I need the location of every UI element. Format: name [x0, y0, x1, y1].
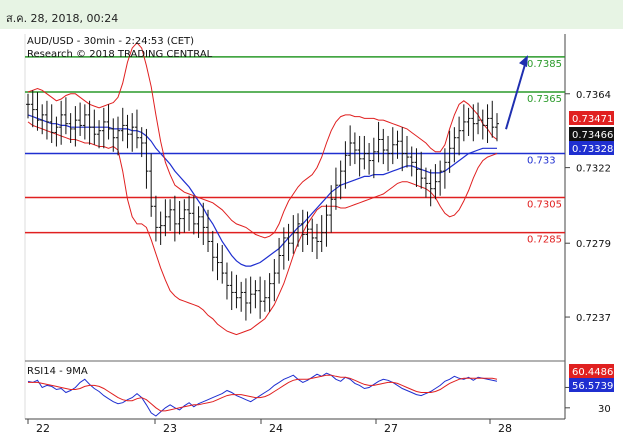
rsi-title: RSI14 - 9MA	[27, 366, 88, 377]
x-tick-label: 22	[36, 422, 50, 435]
rsi-y-tick-label: 30	[598, 404, 611, 415]
level-label: 0.7305	[527, 200, 562, 211]
level-label: 0.7285	[527, 235, 562, 246]
level-label: 0.7365	[527, 94, 562, 105]
x-tick-label: 23	[163, 422, 177, 435]
chart-subtitle: Research © 2018 TRADING CENTRAL	[27, 49, 213, 60]
rsi-line	[27, 372, 498, 417]
chart-title: AUD/USD - 30min - 2:24:53 (CET)	[27, 36, 194, 47]
lower-band-line	[27, 121, 498, 336]
moving-average-line	[27, 114, 497, 267]
x-tick-label: 24	[269, 422, 283, 435]
price-tag-label: 0.73328	[572, 144, 613, 155]
rsi-tag	[569, 378, 614, 392]
y-tick-label: 0.7279	[576, 239, 611, 250]
forecast-arrow-head	[519, 55, 528, 68]
price-tag	[569, 127, 614, 141]
x-tick-label: 27	[384, 422, 398, 435]
rsi-tag-label: 60.4486	[572, 367, 613, 378]
rsi-tag-label: 56.5739	[572, 381, 613, 392]
forecast-arrow-shaft	[505, 60, 527, 130]
datetime-bar: ส.ค. 28, 2018, 00:24	[0, 0, 623, 29]
x-tick-label: 28	[498, 422, 512, 435]
y-tick-label: 0.7237	[576, 313, 611, 324]
price-tag-label: 0.73466	[572, 130, 613, 141]
y-tick-label: 0.7364	[576, 90, 611, 101]
level-label: 0.733	[527, 156, 556, 167]
upper-band-line	[27, 42, 498, 239]
rsi-tag	[569, 364, 614, 378]
level-label: 0.7385	[527, 59, 562, 70]
y-tick-label: 0.7322	[576, 164, 611, 175]
price-tag	[569, 111, 614, 125]
datetime-label: ส.ค. 28, 2018, 00:24	[6, 12, 119, 25]
price-tag	[569, 141, 614, 155]
rsi-ma-line	[28, 374, 498, 412]
price-tag-label: 0.73471	[572, 114, 613, 125]
